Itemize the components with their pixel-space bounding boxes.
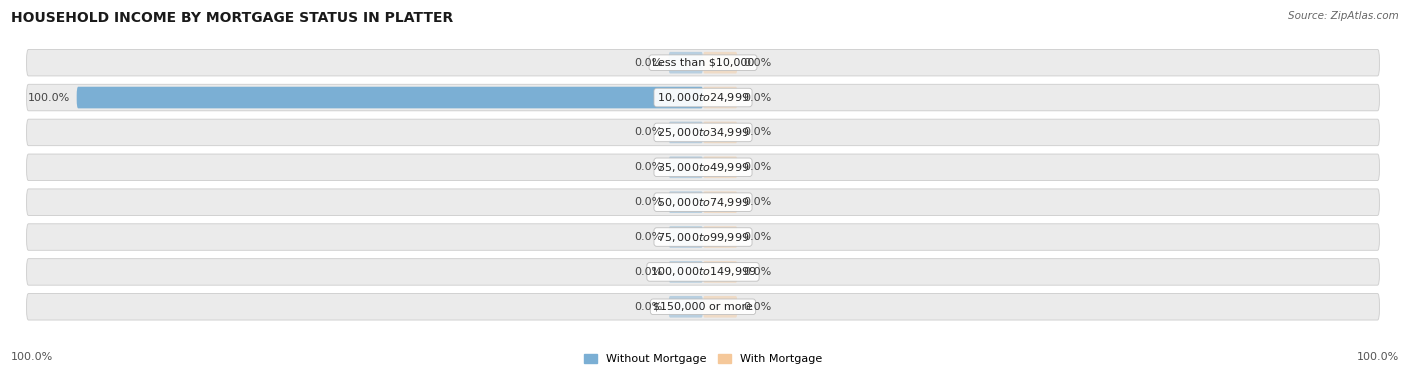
Text: $10,000 to $24,999: $10,000 to $24,999 — [657, 91, 749, 104]
FancyBboxPatch shape — [669, 226, 703, 248]
FancyBboxPatch shape — [27, 84, 1379, 111]
FancyBboxPatch shape — [669, 156, 703, 178]
FancyBboxPatch shape — [703, 226, 738, 248]
Text: 100.0%: 100.0% — [1357, 352, 1399, 362]
Text: Less than $10,000: Less than $10,000 — [652, 58, 754, 68]
Text: $150,000 or more: $150,000 or more — [654, 302, 752, 312]
FancyBboxPatch shape — [669, 261, 703, 283]
FancyBboxPatch shape — [703, 192, 738, 213]
Text: 0.0%: 0.0% — [634, 267, 662, 277]
FancyBboxPatch shape — [703, 156, 738, 178]
FancyBboxPatch shape — [27, 49, 1379, 76]
Text: 100.0%: 100.0% — [11, 352, 53, 362]
Text: $25,000 to $34,999: $25,000 to $34,999 — [657, 126, 749, 139]
FancyBboxPatch shape — [27, 189, 1379, 215]
FancyBboxPatch shape — [669, 52, 703, 74]
Text: 0.0%: 0.0% — [744, 232, 772, 242]
FancyBboxPatch shape — [703, 52, 738, 74]
Legend: Without Mortgage, With Mortgage: Without Mortgage, With Mortgage — [579, 350, 827, 369]
Text: 0.0%: 0.0% — [744, 197, 772, 207]
Text: 0.0%: 0.0% — [744, 92, 772, 103]
Text: 0.0%: 0.0% — [744, 162, 772, 172]
FancyBboxPatch shape — [27, 259, 1379, 285]
Text: 0.0%: 0.0% — [634, 127, 662, 138]
Text: 0.0%: 0.0% — [634, 232, 662, 242]
FancyBboxPatch shape — [27, 154, 1379, 181]
Text: 0.0%: 0.0% — [634, 302, 662, 312]
Text: 0.0%: 0.0% — [634, 197, 662, 207]
Text: $35,000 to $49,999: $35,000 to $49,999 — [657, 161, 749, 174]
FancyBboxPatch shape — [27, 119, 1379, 146]
FancyBboxPatch shape — [703, 87, 738, 108]
FancyBboxPatch shape — [27, 224, 1379, 250]
FancyBboxPatch shape — [703, 122, 738, 143]
FancyBboxPatch shape — [669, 192, 703, 213]
Text: $100,000 to $149,999: $100,000 to $149,999 — [650, 265, 756, 278]
Text: HOUSEHOLD INCOME BY MORTGAGE STATUS IN PLATTER: HOUSEHOLD INCOME BY MORTGAGE STATUS IN P… — [11, 11, 454, 25]
Text: $50,000 to $74,999: $50,000 to $74,999 — [657, 196, 749, 208]
FancyBboxPatch shape — [703, 261, 738, 283]
FancyBboxPatch shape — [703, 296, 738, 317]
Text: 0.0%: 0.0% — [744, 267, 772, 277]
FancyBboxPatch shape — [669, 122, 703, 143]
Text: 0.0%: 0.0% — [744, 127, 772, 138]
Text: 100.0%: 100.0% — [28, 92, 70, 103]
Text: Source: ZipAtlas.com: Source: ZipAtlas.com — [1288, 11, 1399, 21]
Text: 0.0%: 0.0% — [634, 58, 662, 68]
FancyBboxPatch shape — [27, 294, 1379, 320]
FancyBboxPatch shape — [669, 296, 703, 317]
Text: $75,000 to $99,999: $75,000 to $99,999 — [657, 231, 749, 244]
Text: 0.0%: 0.0% — [744, 302, 772, 312]
FancyBboxPatch shape — [77, 87, 703, 108]
Text: 0.0%: 0.0% — [744, 58, 772, 68]
Text: 0.0%: 0.0% — [634, 162, 662, 172]
